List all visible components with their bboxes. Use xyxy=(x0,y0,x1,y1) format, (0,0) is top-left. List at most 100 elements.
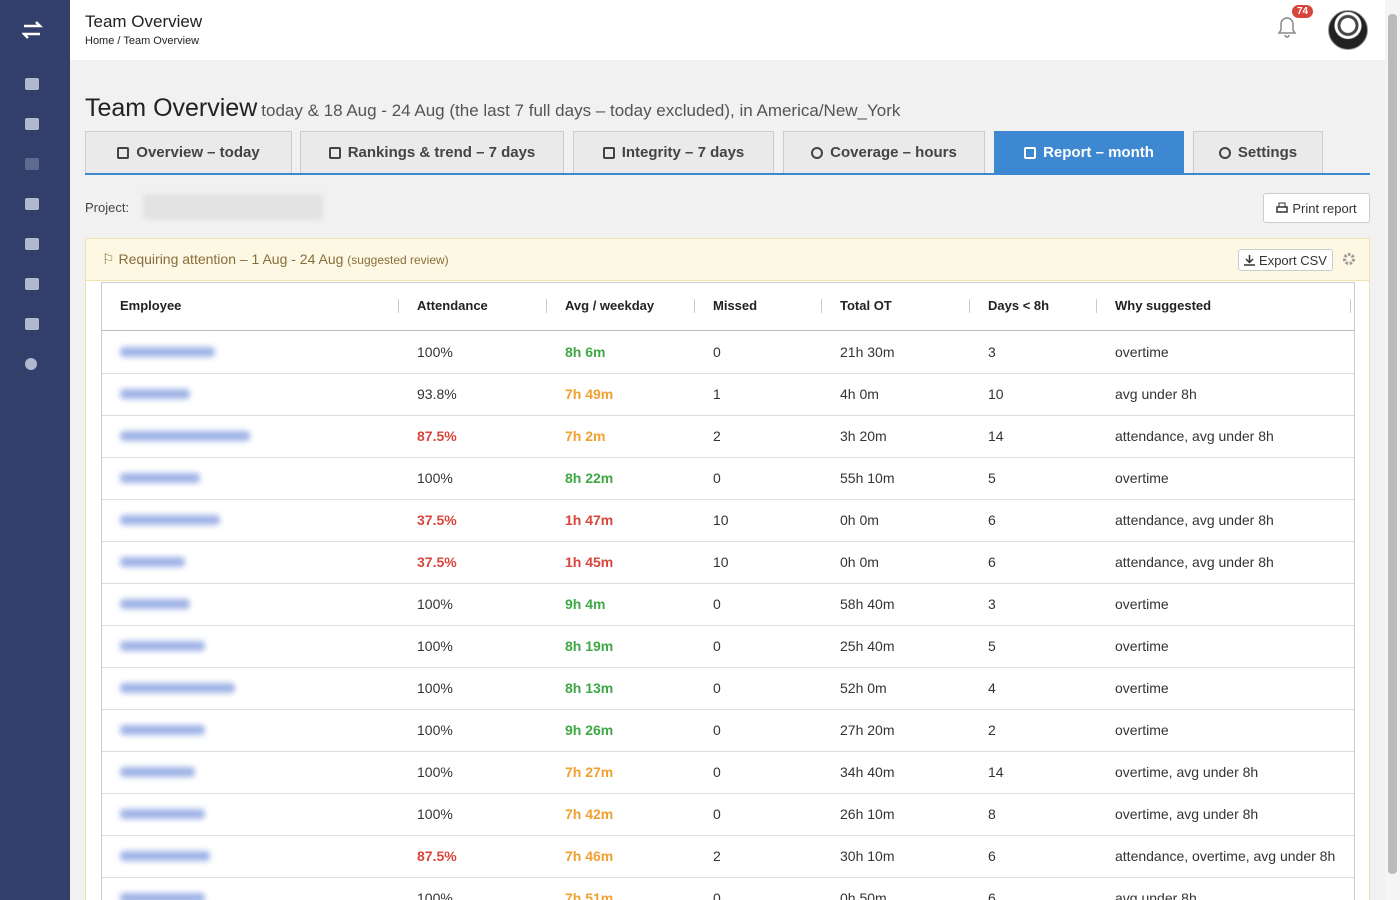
column-header[interactable]: Employee xyxy=(120,298,182,313)
table-cell: 0h 50m xyxy=(840,890,887,900)
table-cell: 10 xyxy=(713,512,729,528)
table-cell: 58h 40m xyxy=(840,596,895,612)
table-cell: 14 xyxy=(988,764,1004,780)
table-cell: 0h 0m xyxy=(840,554,879,570)
table-cell: 87.5% xyxy=(417,848,457,864)
table-cell: 7h 42m xyxy=(565,806,614,822)
table-cell: 5 xyxy=(988,470,996,486)
table-cell: overtime xyxy=(1115,470,1169,486)
employee-name-redacted[interactable] xyxy=(120,641,205,651)
page-heading: Team Overview today & 18 Aug - 24 Aug (th… xyxy=(85,94,900,123)
row-border xyxy=(102,415,1354,416)
row-border xyxy=(102,625,1354,626)
table-cell: 0 xyxy=(713,680,721,696)
employee-name-redacted[interactable] xyxy=(120,725,205,735)
column-separator xyxy=(1096,299,1097,313)
table-cell: 10 xyxy=(988,386,1004,402)
nav-icon[interactable] xyxy=(25,198,39,210)
nav-icon[interactable] xyxy=(25,118,39,130)
header-title: Team Overview xyxy=(85,12,203,31)
table-cell: 1h 47m xyxy=(565,512,614,528)
nav-icon[interactable] xyxy=(25,78,39,90)
bell-icon[interactable] xyxy=(1277,16,1297,38)
table-cell: 7h 49m xyxy=(565,386,614,402)
table-cell: attendance, avg under 8h xyxy=(1115,554,1274,570)
table-cell: 3h 20m xyxy=(840,428,887,444)
column-header[interactable]: Missed xyxy=(713,298,758,313)
row-border xyxy=(102,583,1354,584)
export-label: Export CSV xyxy=(1259,252,1327,268)
employee-name-redacted[interactable] xyxy=(120,893,205,900)
tab-icon xyxy=(602,146,615,159)
employee-name-redacted[interactable] xyxy=(120,557,185,567)
table-cell: attendance, avg under 8h xyxy=(1115,428,1274,444)
row-border xyxy=(102,499,1354,500)
column-header[interactable]: Total OT xyxy=(840,298,892,313)
tab[interactable]: Report – month xyxy=(994,131,1184,173)
employee-name-redacted[interactable] xyxy=(120,431,250,441)
tab[interactable]: Overview – today xyxy=(85,131,292,173)
project-label: Project: xyxy=(85,200,130,215)
row-border xyxy=(102,709,1354,710)
nav-icon[interactable] xyxy=(25,318,39,330)
table-cell: 3 xyxy=(988,596,996,612)
tab-icon xyxy=(811,146,824,159)
table-cell: 100% xyxy=(417,806,453,822)
employee-name-redacted[interactable] xyxy=(120,683,235,693)
employee-name-redacted[interactable] xyxy=(120,473,200,483)
logo[interactable] xyxy=(22,20,44,40)
table-cell: 0 xyxy=(713,470,721,486)
table-cell: 6 xyxy=(988,890,996,900)
table-cell: 100% xyxy=(417,596,453,612)
column-header[interactable]: Why suggested xyxy=(1115,298,1212,313)
print-label: Print report xyxy=(1292,200,1357,216)
table-cell: 27h 20m xyxy=(840,722,895,738)
column-separator xyxy=(821,299,822,313)
employee-name-redacted[interactable] xyxy=(120,347,215,357)
column-header[interactable]: Attendance xyxy=(417,298,488,313)
project-select[interactable] xyxy=(143,194,323,220)
nav-icon[interactable] xyxy=(25,238,39,250)
nav-icon[interactable] xyxy=(25,158,39,170)
table-cell: overtime, avg under 8h xyxy=(1115,806,1259,822)
employee-name-redacted[interactable] xyxy=(120,599,190,609)
table-cell: overtime xyxy=(1115,680,1169,696)
table-cell: 100% xyxy=(417,680,453,696)
table-cell: 8h 6m xyxy=(565,344,606,360)
tab[interactable]: Coverage – hours xyxy=(783,131,985,173)
employee-name-redacted[interactable] xyxy=(120,767,195,777)
column-separator xyxy=(969,299,970,313)
tab[interactable]: Settings xyxy=(1193,131,1323,173)
table-cell: 2 xyxy=(713,428,721,444)
scrollbar[interactable] xyxy=(1385,0,1400,900)
column-separator xyxy=(398,299,399,313)
column-header[interactable]: Avg / weekday xyxy=(565,298,655,313)
column-header[interactable]: Days < 8h xyxy=(988,298,1050,313)
employee-name-redacted[interactable] xyxy=(120,809,205,819)
nav-icon[interactable] xyxy=(25,358,37,370)
breadcrumb-link[interactable]: Home xyxy=(85,35,115,47)
table-cell: 34h 40m xyxy=(840,764,895,780)
download-icon xyxy=(1244,254,1256,266)
print-button[interactable]: Print report xyxy=(1263,193,1370,223)
table-cell: attendance, avg under 8h xyxy=(1115,512,1274,528)
tab[interactable]: Integrity – 7 days xyxy=(573,131,774,173)
employee-name-redacted[interactable] xyxy=(120,515,220,525)
table-cell: 52h 0m xyxy=(840,680,887,696)
table-cell: 25h 40m xyxy=(840,638,895,654)
table-cell: 7h 2m xyxy=(565,428,606,444)
employee-name-redacted[interactable] xyxy=(120,389,190,399)
avatar[interactable] xyxy=(1328,10,1368,50)
table-cell: 7h 27m xyxy=(565,764,614,780)
tab[interactable]: Rankings & trend – 7 days xyxy=(300,131,564,173)
row-border xyxy=(102,835,1354,836)
table-cell: 2 xyxy=(713,848,721,864)
page-subtitle: today & 18 Aug - 24 Aug (the last 7 full… xyxy=(261,101,901,120)
export-button[interactable]: Export CSV xyxy=(1238,249,1333,271)
settings-icon[interactable] xyxy=(1342,252,1356,266)
scroll-thumb[interactable] xyxy=(1388,14,1397,874)
nav-icon[interactable] xyxy=(25,278,39,290)
table-cell: 6 xyxy=(988,512,996,528)
tab-label: Settings xyxy=(1237,144,1298,161)
employee-name-redacted[interactable] xyxy=(120,851,210,861)
